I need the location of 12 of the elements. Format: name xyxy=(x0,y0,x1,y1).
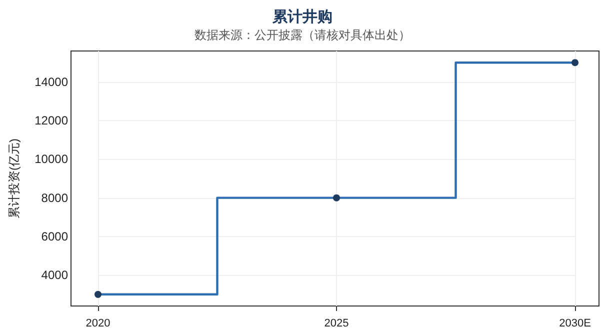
x-tick-label: 2030E xyxy=(559,318,591,330)
x-tick-label: 2025 xyxy=(324,318,349,330)
y-tick-label: 12000 xyxy=(34,114,68,128)
x-tick-label: 2020 xyxy=(86,318,110,330)
y-axis-title: 累计投资(亿元) xyxy=(7,138,21,218)
y-tick-label: 6000 xyxy=(41,229,68,244)
y-tick-label: 8000 xyxy=(41,190,68,205)
y-tick-label: 4000 xyxy=(41,268,68,282)
y-tick-label: 10000 xyxy=(34,152,68,166)
chart-title: 累计井购 xyxy=(272,8,332,26)
y-tick-label: 14000 xyxy=(34,74,68,89)
chart-subtitle: 数据来源：公开披露（请核对具体出处） xyxy=(194,28,410,42)
